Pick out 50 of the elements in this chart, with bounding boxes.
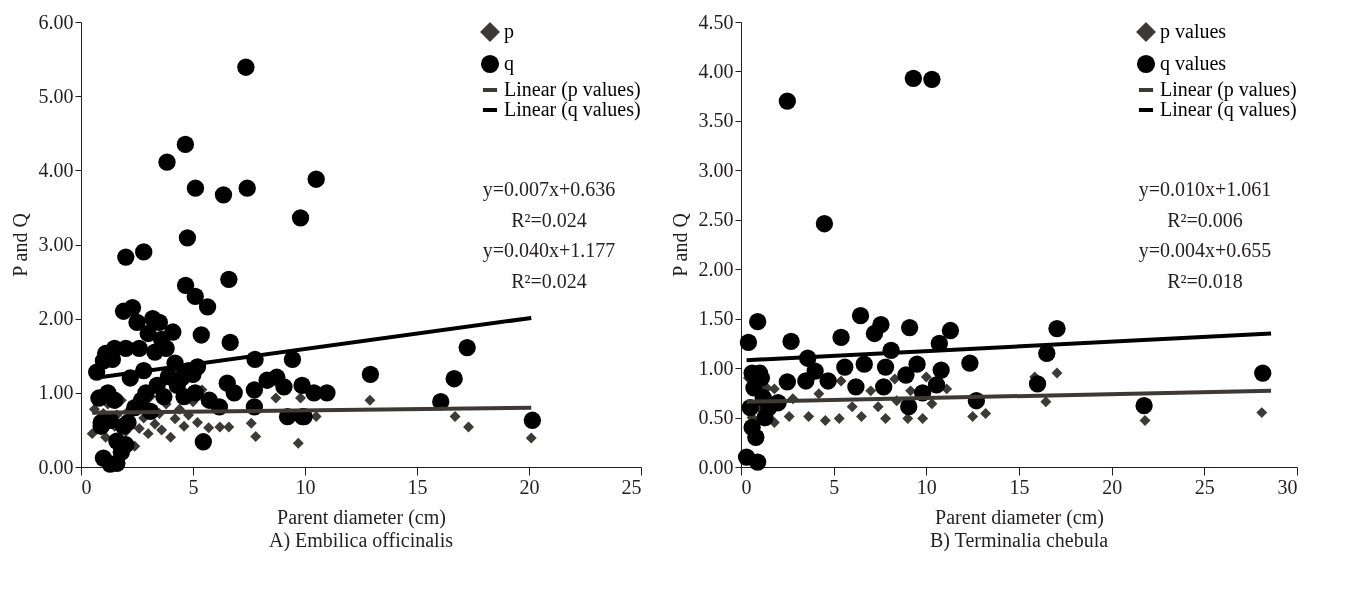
y-tick-label: 6.00: [38, 10, 74, 33]
y-tick-label: 1.00: [38, 381, 74, 404]
legend-label: p values: [1160, 20, 1227, 43]
annotation: R²=0.006: [1167, 208, 1243, 231]
x-tick-label: 5: [829, 475, 840, 498]
legend-label: Linear (p values): [1160, 78, 1297, 101]
x-tick-label: 15: [407, 475, 428, 498]
x-axis-title: Parent diameter (cm): [277, 505, 446, 529]
y-tick-label: 0.50: [698, 406, 734, 429]
annotation: R²=0.024: [511, 269, 587, 292]
y-tick-label: 2.00: [698, 257, 734, 280]
x-tick-label: 5: [188, 475, 199, 498]
legend-label: q: [504, 52, 514, 75]
x-tick-label: 20: [1102, 475, 1123, 498]
y-axis-title: P and Q: [8, 212, 31, 277]
annotation: R²=0.018: [1167, 269, 1243, 292]
y-axis-title: P and Q: [668, 212, 691, 277]
x-tick-label: 15: [1009, 475, 1030, 498]
x-tick-label: 30: [1277, 475, 1298, 498]
legend-label: Linear (p values): [504, 78, 641, 101]
annotation: y=0.010x+1.061: [1138, 178, 1272, 201]
x-tick-label: 20: [519, 475, 540, 498]
annotation: y=0.040x+1.177: [482, 239, 616, 262]
x-tick-label: 25: [1194, 475, 1215, 498]
x-tick-label: 25: [621, 475, 642, 498]
y-tick-label: 1.50: [698, 307, 734, 330]
y-tick-label: 4.50: [698, 10, 734, 33]
annotation: R²=0.024: [511, 208, 587, 231]
annotation: y=0.007x+0.636: [482, 178, 616, 201]
x-tick-label: 10: [916, 475, 937, 498]
x-tick-label: 0: [741, 475, 752, 498]
y-tick-label: 3.50: [698, 109, 734, 132]
text: A) Embilica officinalis: [268, 529, 454, 552]
y-tick-label: 2.50: [698, 208, 734, 231]
y-tick-label: 3.00: [698, 158, 734, 181]
text: B) Terminalia chebula: [929, 529, 1109, 552]
x-axis-title: Parent diameter (cm): [935, 505, 1104, 529]
y-tick-label: 4.00: [698, 59, 734, 82]
y-tick-label: 5.00: [38, 84, 74, 107]
y-tick-label: 0.00: [698, 455, 734, 478]
y-tick-label: 1.00: [698, 356, 734, 379]
annotation: y=0.004x+0.655: [1138, 239, 1272, 262]
y-tick-label: 2.00: [38, 307, 74, 330]
legend-label: p: [504, 20, 514, 43]
x-tick-label: 0: [81, 475, 92, 498]
x-tick-label: 10: [295, 475, 316, 498]
y-tick-label: 0.00: [38, 455, 74, 478]
y-tick-label: 4.00: [38, 158, 74, 181]
legend-label: q values: [1160, 52, 1227, 75]
y-tick-label: 3.00: [38, 233, 74, 255]
